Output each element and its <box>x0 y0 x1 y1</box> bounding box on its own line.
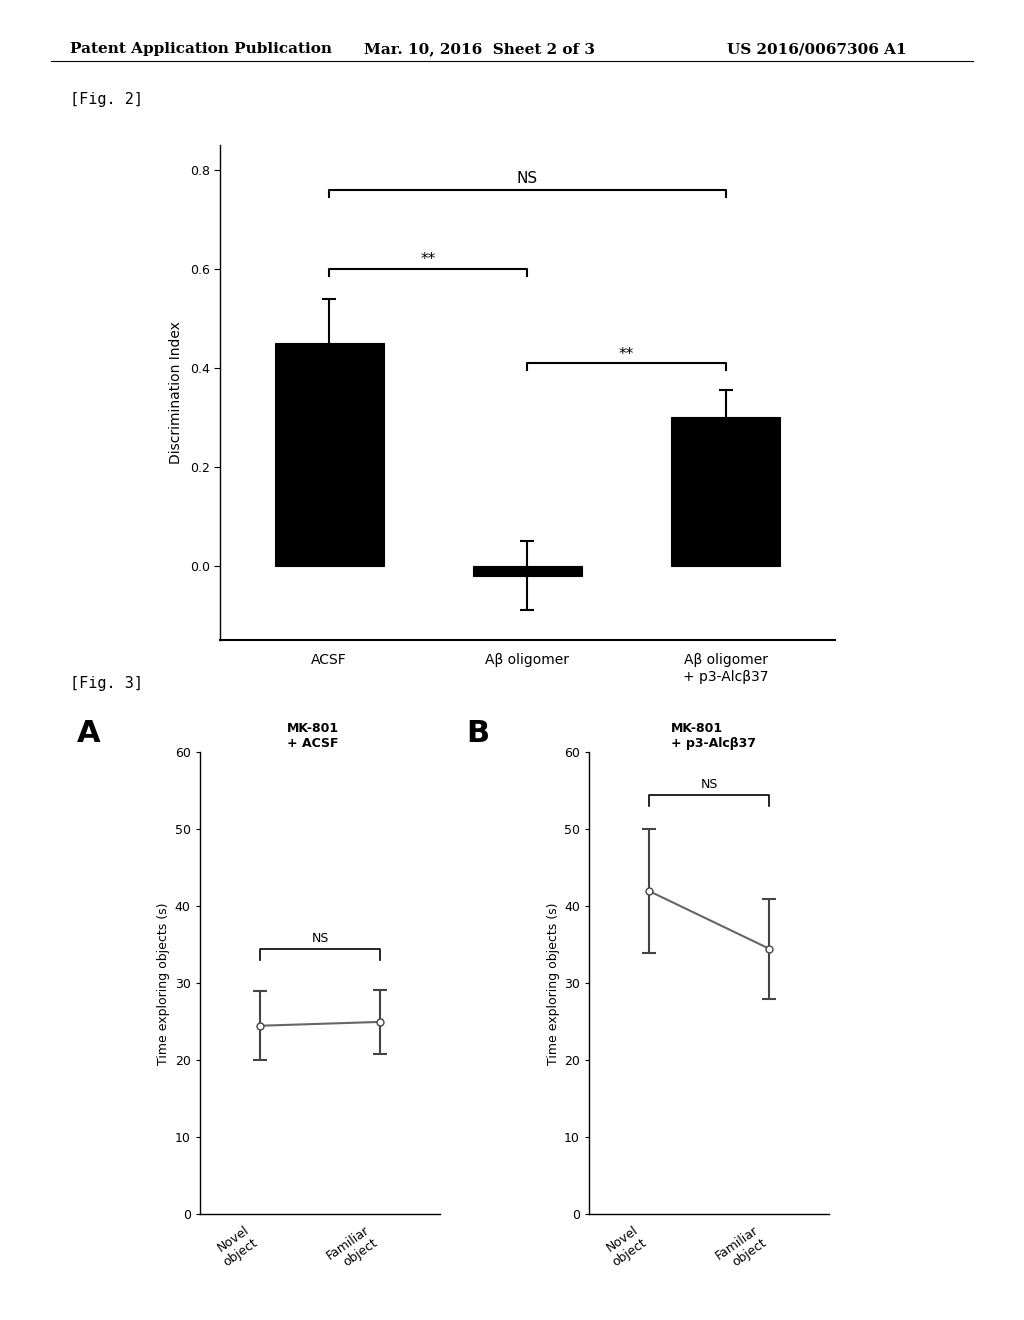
Text: [Fig. 2]: [Fig. 2] <box>70 92 142 107</box>
Bar <box>671 417 780 566</box>
Text: MK-801
+ ACSF: MK-801 + ACSF <box>287 722 339 750</box>
Y-axis label: Time exploring objects (s): Time exploring objects (s) <box>547 902 559 1065</box>
Text: NS: NS <box>700 777 718 791</box>
Text: NS: NS <box>517 172 538 186</box>
Text: NS: NS <box>311 932 329 945</box>
Text: Patent Application Publication: Patent Application Publication <box>70 42 332 57</box>
Bar <box>274 343 384 566</box>
Y-axis label: Time exploring objects (s): Time exploring objects (s) <box>158 902 170 1065</box>
Text: **: ** <box>618 347 634 362</box>
Text: MK-801
+ p3-Alcβ37: MK-801 + p3-Alcβ37 <box>671 722 756 750</box>
Text: Mar. 10, 2016  Sheet 2 of 3: Mar. 10, 2016 Sheet 2 of 3 <box>364 42 595 57</box>
Text: US 2016/0067306 A1: US 2016/0067306 A1 <box>727 42 906 57</box>
Y-axis label: Discrimination Index: Discrimination Index <box>169 321 183 465</box>
Text: B: B <box>466 719 489 748</box>
Text: **: ** <box>421 252 436 268</box>
Text: [Fig. 3]: [Fig. 3] <box>70 676 142 690</box>
Text: A: A <box>77 719 100 748</box>
Bar <box>473 566 582 576</box>
